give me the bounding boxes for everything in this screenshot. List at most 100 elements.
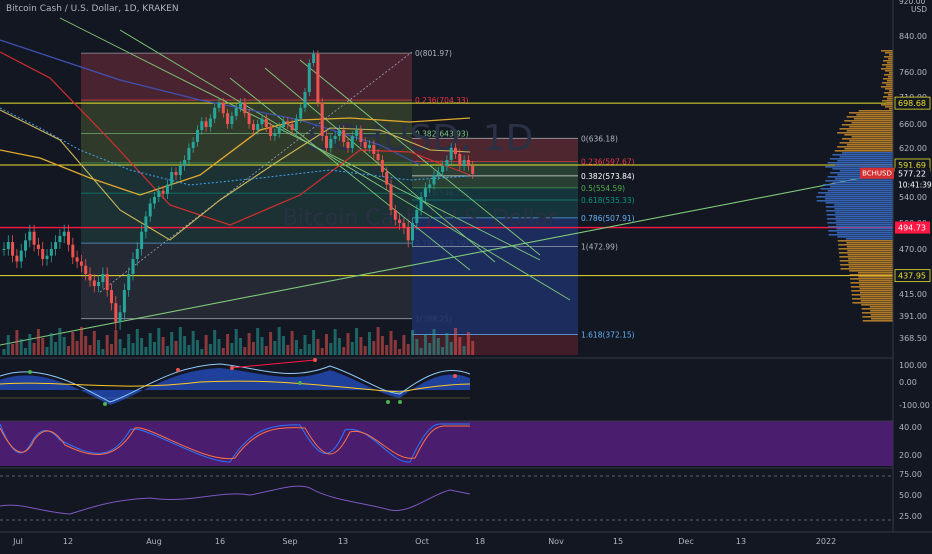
time-label-2: Aug	[146, 537, 162, 546]
price-tag-0: 698.68	[898, 99, 926, 108]
vp-bar-318	[871, 318, 893, 320]
vp-bar-250	[847, 250, 893, 252]
candle-body-82	[355, 130, 359, 136]
volume-bar-102	[441, 347, 445, 355]
volume-bar-71	[307, 344, 311, 355]
volume-bar-101	[436, 338, 440, 355]
candle-body-84	[363, 142, 367, 148]
volume-bar-84	[363, 346, 367, 355]
candle-body-42	[183, 160, 187, 166]
candle-body-18	[79, 261, 83, 266]
diagonal-dotted	[99, 51, 413, 293]
vp-bar-282	[850, 282, 893, 284]
candle-body-28	[122, 290, 126, 313]
vp-bar-84	[886, 84, 893, 86]
volume-bar-67	[290, 331, 294, 355]
volume-bar-12	[54, 342, 58, 355]
vp-bar-286	[850, 286, 893, 288]
volume-bar-92	[398, 349, 402, 355]
ma-dotted	[0, 107, 471, 186]
trend-channel-2	[229, 77, 471, 271]
vp-bar-162	[827, 162, 893, 164]
ascending-trendline	[0, 171, 894, 346]
volume-bar-100	[432, 329, 436, 355]
vp-bar-78	[883, 78, 893, 80]
vp-bar-248	[838, 248, 893, 250]
volume-bar-75	[325, 334, 328, 355]
candle-body-54	[234, 107, 238, 116]
candle-body-92	[398, 219, 402, 223]
vp-bar-50	[881, 50, 893, 52]
osc3-tick-0: 75.00	[899, 470, 922, 479]
vp-bar-266	[848, 266, 893, 268]
vp-bar-132	[837, 132, 893, 134]
osc1-dot-5	[313, 358, 317, 362]
candle-body-15	[67, 231, 70, 245]
candle-body-39	[170, 172, 174, 185]
candle-body-0	[2, 249, 6, 250]
fib-right-label-1: 0.236(597.67)	[581, 157, 635, 166]
vp-bar-212	[834, 212, 893, 214]
price-tag-bg-2	[895, 167, 930, 180]
candle-body-96	[415, 210, 419, 223]
volume-bar-21	[92, 331, 96, 355]
vp-bar-194	[825, 194, 893, 196]
candle-body-5	[24, 240, 27, 251]
vp-bar-160	[837, 160, 893, 162]
vp-bar-202	[825, 202, 893, 204]
time-label-3: 16	[215, 537, 225, 546]
osc1-wave	[0, 368, 470, 405]
volume-bar-50	[217, 339, 221, 355]
candle-body-76	[329, 139, 333, 148]
candle-body-6	[28, 231, 32, 241]
osc1-divergence	[229, 359, 316, 369]
candle-body-94	[406, 227, 410, 241]
time-label-5: 13	[338, 537, 348, 546]
candle-body-99	[428, 184, 432, 188]
price-tag-bg-3	[895, 221, 930, 234]
vp-bar-196	[816, 196, 893, 198]
candle-body-100	[432, 175, 436, 185]
candle-body-97	[419, 197, 423, 210]
candles	[2, 50, 475, 330]
candle-body-56	[243, 102, 247, 114]
vp-bar-298	[852, 298, 893, 300]
price-tag-3: 494.73	[898, 224, 926, 233]
vp-bar-116	[846, 116, 893, 118]
fib-zone-3	[81, 243, 412, 319]
trend-channel-3	[264, 67, 496, 263]
volume-bar-85	[368, 332, 371, 355]
volume-bar-103	[445, 333, 449, 355]
candle-body-24	[105, 274, 109, 290]
candle-body-52	[226, 113, 230, 124]
candle-body-8	[36, 244, 40, 249]
candle-body-72	[312, 54, 316, 63]
candle-body-68	[294, 118, 298, 130]
vp-bar-144	[846, 144, 893, 146]
candle-body-81	[350, 136, 354, 148]
price-axis: 920.00USD840.00760.00710.00660.00620.005…	[892, 0, 931, 532]
vp-bar-264	[840, 264, 893, 266]
candle-body-26	[114, 303, 118, 322]
candle-body-69	[299, 107, 303, 119]
candle-body-83	[359, 130, 363, 142]
candle-body-106	[458, 154, 462, 166]
vp-bar-246	[846, 246, 893, 248]
candle-body-29	[127, 274, 131, 290]
vp-bar-278	[850, 278, 893, 280]
vp-bar-94	[888, 94, 893, 96]
osc2-tick-1: 20.00	[899, 451, 922, 460]
volume-bar-86	[372, 341, 376, 355]
time-label-6: Oct	[415, 537, 429, 546]
volume-bar-27	[118, 339, 122, 355]
vp-bar-280	[858, 280, 893, 282]
volume-bar-98	[423, 334, 427, 355]
volume-bar-30	[131, 343, 135, 355]
volume-bar-99	[428, 343, 432, 355]
vp-bar-234	[828, 234, 893, 236]
candle-body-9	[41, 249, 45, 259]
candle-body-71	[307, 63, 311, 92]
candle-body-70	[303, 92, 307, 108]
